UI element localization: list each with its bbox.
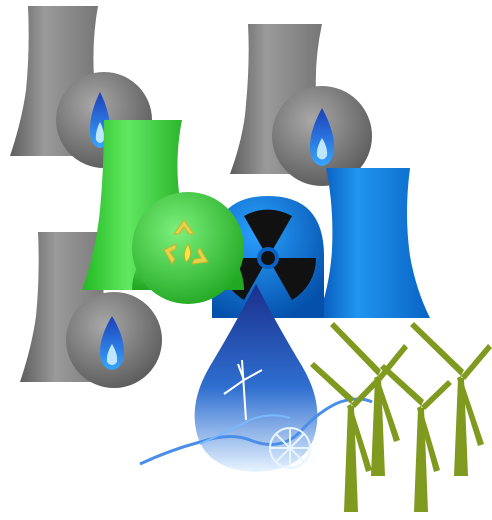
gas-power-plant-icon bbox=[230, 24, 372, 186]
wind-turbine-icon bbox=[380, 364, 452, 512]
recycle-icon bbox=[163, 219, 209, 265]
wind-turbine-icon bbox=[310, 362, 382, 512]
nuclear-power-plant-icon bbox=[212, 168, 430, 318]
waterwheel-icon bbox=[269, 427, 311, 469]
wind-turbine-icon bbox=[410, 322, 492, 476]
hydro-power-drop-icon bbox=[139, 284, 373, 472]
biomass-power-plant-icon bbox=[82, 120, 244, 304]
wind-turbine-icon bbox=[330, 322, 408, 476]
